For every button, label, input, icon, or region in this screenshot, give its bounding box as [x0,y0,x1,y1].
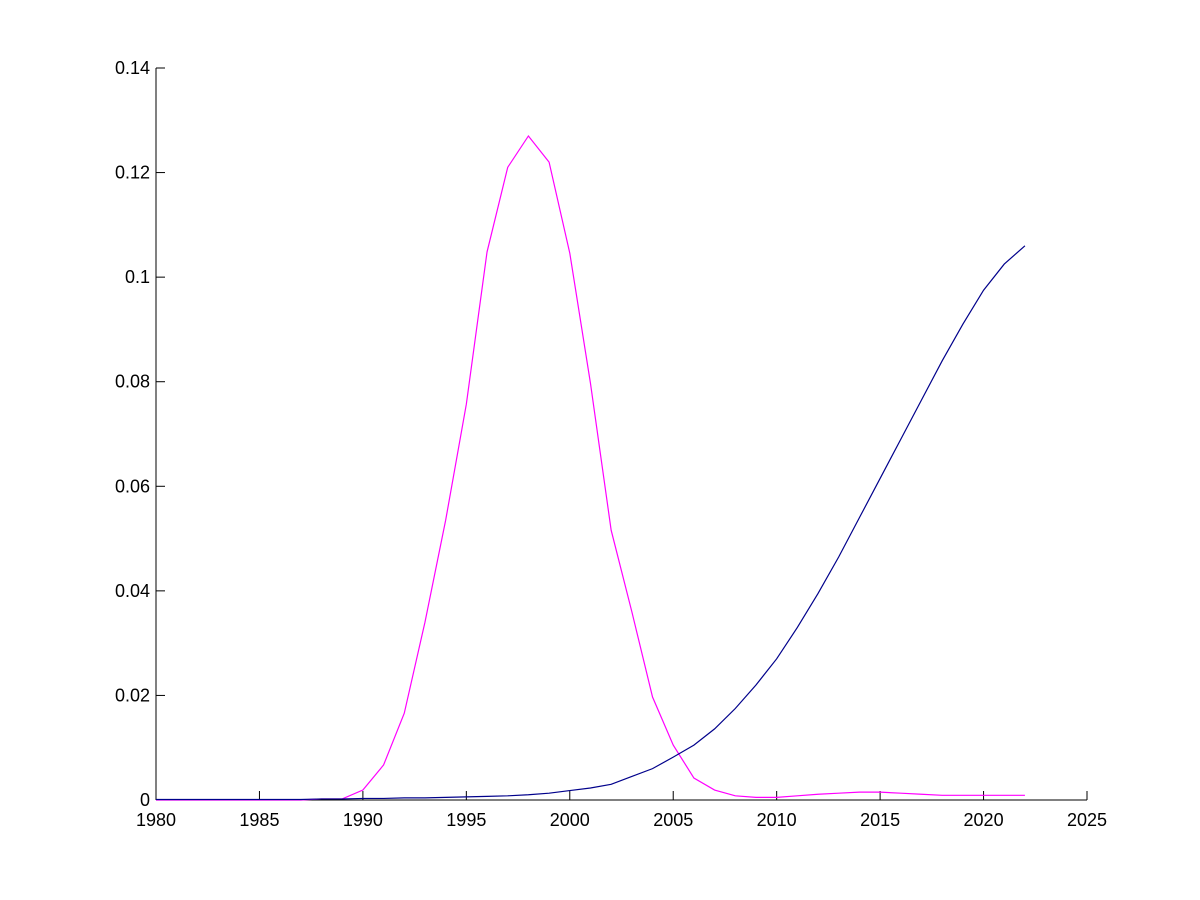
x-tick-label: 1995 [446,810,486,830]
y-tick-label: 0.06 [115,476,150,496]
x-tick-label: 2000 [550,810,590,830]
y-tick-label: 0.02 [115,685,150,705]
x-tick-label: 2005 [653,810,693,830]
y-tick-label: 0.1 [125,267,150,287]
series-line [156,245,1026,801]
x-tick-label: 2025 [1067,810,1107,830]
x-tick-label: 1990 [343,810,383,830]
x-tick-label: 2015 [860,810,900,830]
x-tick-label: 1980 [136,810,176,830]
y-tick-label: 0.08 [115,372,150,392]
x-tick-label: 2010 [757,810,797,830]
y-tick-label: 0 [140,790,150,810]
y-tick-label: 0.04 [115,581,150,601]
x-tick-label: 1985 [239,810,279,830]
x-tick-label: 2020 [964,810,1004,830]
y-tick-label: 0.14 [115,58,150,78]
series-line [156,134,1025,801]
y-tick-label: 0.12 [115,163,150,183]
